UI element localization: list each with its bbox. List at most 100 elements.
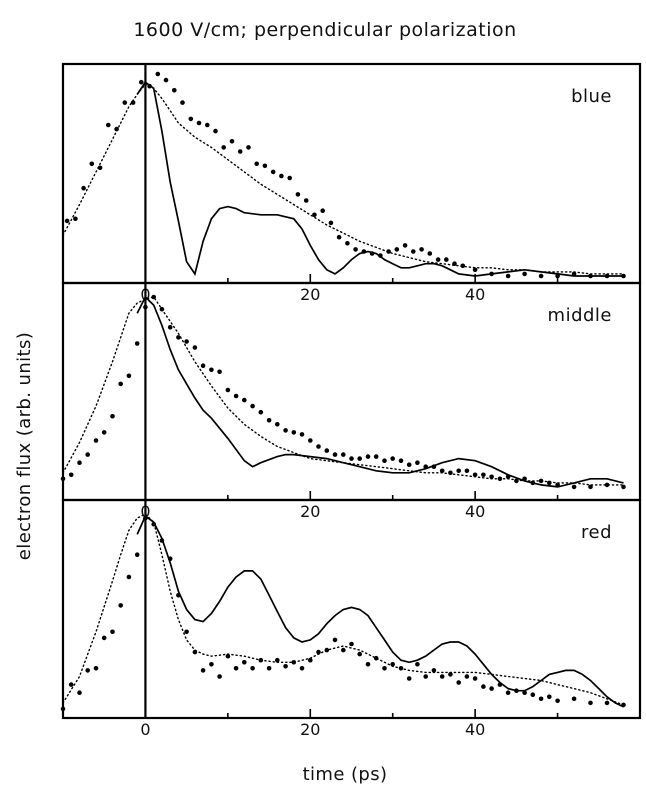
data-point	[258, 409, 264, 415]
data-point	[85, 668, 90, 673]
data-point	[316, 444, 321, 449]
data-point	[77, 460, 82, 466]
data-point	[68, 472, 74, 478]
data-point	[188, 116, 194, 122]
data-point	[221, 145, 226, 150]
data-point	[373, 655, 379, 661]
data-point	[101, 635, 107, 641]
data-point	[382, 458, 387, 464]
data-point	[588, 484, 593, 490]
data-point	[411, 249, 416, 254]
data-point	[390, 456, 396, 461]
data-point	[279, 173, 284, 179]
data-point	[242, 397, 247, 403]
data-point	[126, 373, 132, 379]
data-point	[312, 212, 317, 218]
data-point	[77, 690, 82, 695]
data-point	[101, 430, 107, 435]
data-point	[489, 686, 494, 691]
panel-label: middle	[548, 305, 612, 326]
panel-blue: 02040blue	[61, 62, 642, 304]
data-point	[390, 662, 396, 667]
data-point	[415, 460, 420, 466]
data-point	[522, 690, 527, 695]
data-point	[460, 263, 466, 269]
data-point	[122, 100, 128, 105]
data-point	[571, 696, 577, 702]
chart-title: 1600 V/cm; perpendicular polarization	[133, 19, 516, 41]
data-point	[345, 241, 350, 246]
data-point	[233, 393, 239, 399]
data-point	[110, 629, 115, 635]
data-point	[205, 122, 210, 128]
x-tick-label: 20	[300, 502, 320, 521]
data-point	[155, 71, 161, 77]
data-point	[439, 468, 445, 474]
x-axis-label: time (ps)	[303, 764, 388, 785]
x-tick-label: 40	[465, 720, 485, 739]
data-point	[406, 676, 412, 681]
data-point	[538, 696, 544, 702]
data-point	[118, 603, 123, 608]
data-point	[464, 674, 470, 679]
data-point	[254, 161, 259, 167]
data-point	[295, 192, 301, 197]
data-point	[505, 273, 511, 279]
data-point	[68, 682, 74, 687]
data-point	[472, 676, 478, 681]
data-point	[353, 247, 358, 252]
data-point	[328, 220, 334, 226]
data-point	[167, 325, 173, 330]
data-point	[180, 100, 185, 105]
dotted-curve	[62, 513, 625, 706]
data-point	[275, 657, 280, 663]
data-point	[303, 198, 309, 203]
data-point	[233, 666, 239, 671]
data-point	[246, 145, 251, 150]
x-tick-label: 40	[465, 502, 485, 521]
data-point	[299, 432, 305, 437]
dot-series	[64, 71, 626, 279]
dot-series	[60, 294, 626, 490]
data-point	[192, 345, 198, 350]
data-point	[571, 484, 577, 490]
data-point	[262, 163, 268, 169]
data-point	[139, 79, 144, 85]
data-point	[431, 668, 437, 673]
data-point	[621, 484, 626, 490]
data-point	[332, 637, 338, 643]
data-point	[464, 468, 470, 474]
x-tick-label: 40	[465, 285, 485, 304]
panel-red: 0 20 40 red	[60, 498, 642, 739]
data-point	[444, 257, 449, 262]
data-point	[291, 430, 297, 435]
data-point	[448, 672, 453, 677]
data-point	[341, 647, 346, 653]
data-point	[357, 456, 363, 461]
data-point	[73, 216, 78, 222]
panel-middle: 02040middle	[60, 281, 642, 521]
data-point	[89, 161, 95, 167]
dotted-curve	[62, 83, 625, 275]
data-point	[229, 139, 235, 144]
panel-label: blue	[571, 86, 612, 107]
data-point	[456, 468, 462, 474]
data-point	[604, 700, 610, 706]
data-point	[324, 448, 330, 453]
solid-curve	[136, 514, 624, 708]
data-point	[316, 649, 321, 655]
data-point	[283, 428, 288, 433]
data-point	[588, 700, 593, 706]
data-point	[472, 472, 478, 478]
data-point	[85, 452, 90, 457]
data-point	[423, 674, 429, 679]
data-point	[373, 454, 379, 459]
data-point	[213, 128, 218, 134]
data-point	[538, 273, 544, 279]
x-tick-label: 0	[140, 720, 150, 739]
data-point	[81, 185, 86, 191]
y-axis-label: electron flux (arb. units)	[14, 332, 35, 560]
data-point	[242, 660, 247, 665]
data-point	[250, 403, 255, 409]
